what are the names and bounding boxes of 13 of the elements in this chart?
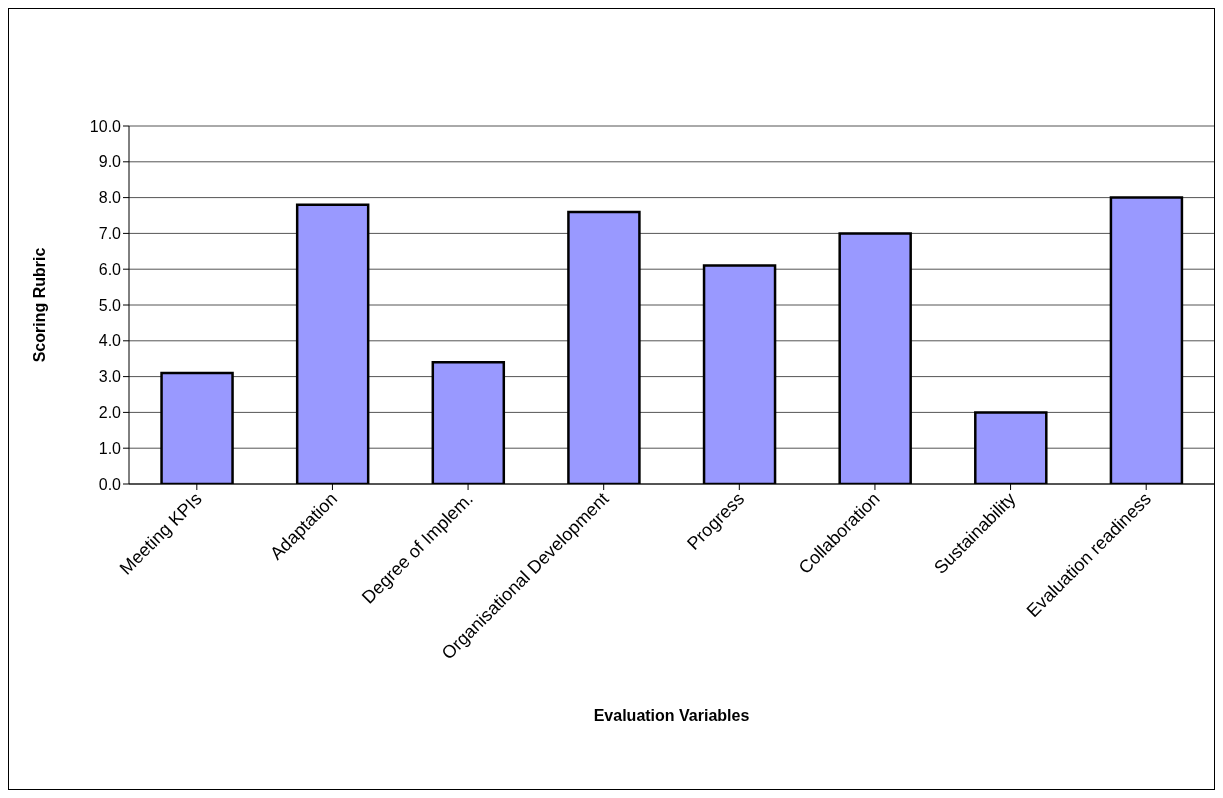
- y-tick-label: 10.0: [89, 117, 122, 135]
- y-tick-label: 4.0: [98, 332, 122, 350]
- y-axis-title: Scoring Rubric: [30, 247, 48, 363]
- y-tick-label: 9.0: [98, 153, 122, 171]
- x-axis-title: Evaluation Variables: [593, 707, 750, 724]
- y-tick-label: 6.0: [98, 260, 122, 278]
- y-tick-label: 3.0: [98, 368, 122, 386]
- y-tick-label: 5.0: [98, 296, 122, 314]
- y-tick-label: 0.0: [98, 475, 122, 493]
- y-tick-label: 7.0: [98, 225, 122, 243]
- y-tick-label: 2.0: [98, 404, 122, 422]
- y-tick-label: 1.0: [98, 439, 122, 457]
- y-tick-label: 8.0: [98, 189, 122, 207]
